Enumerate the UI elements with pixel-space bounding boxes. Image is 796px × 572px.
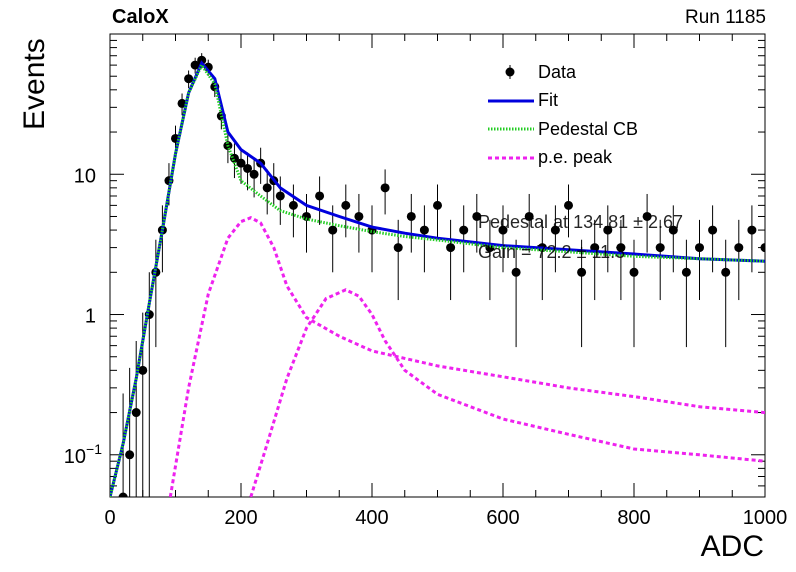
data-point	[446, 243, 456, 253]
x-axis-label: ADC	[700, 530, 764, 563]
data-point	[190, 60, 200, 70]
data-point	[564, 200, 573, 210]
series-line-p-e-peak	[168, 216, 765, 497]
data-point	[603, 225, 613, 235]
data-point	[118, 492, 128, 497]
data-point	[315, 191, 325, 201]
experiment-label: CaloX	[112, 6, 169, 28]
data-point	[498, 225, 508, 235]
y-tick-label: 1	[85, 306, 96, 328]
data-point	[695, 243, 704, 253]
legend-label: p.e. peak	[538, 147, 613, 168]
data-point	[288, 200, 298, 210]
plot-frame	[109, 33, 766, 498]
data-point	[177, 98, 187, 108]
fit-annotation-pedestal: Pedestal at 134.81 ± 2.67	[478, 212, 684, 232]
x-tick-label: 1000	[743, 507, 788, 529]
legend-item-fit: Fit	[484, 87, 638, 116]
plot-area	[110, 53, 765, 497]
run-label: Run 1185	[685, 7, 766, 28]
data-point	[616, 243, 626, 253]
legend-line-icon	[484, 94, 536, 108]
legend-label: Pedestal CB	[538, 118, 639, 139]
legend-dotted-line-icon	[484, 122, 536, 136]
data-point	[550, 225, 560, 235]
data-point	[668, 225, 678, 235]
data-point	[433, 200, 442, 210]
data-point	[721, 267, 731, 277]
data-point	[734, 243, 744, 253]
data-point	[341, 200, 351, 210]
data-point	[511, 267, 521, 277]
series-line-p-e-peak	[249, 288, 765, 497]
legend-item-pe-peak: p.e. peak	[484, 144, 638, 173]
data-point	[419, 225, 429, 235]
data-point	[681, 267, 691, 277]
x-tick-label: 0	[104, 507, 115, 529]
data-point	[577, 267, 587, 277]
fit-annotation-gain: Gain = 72.2 ± 11.3	[478, 242, 626, 262]
data-point	[275, 191, 285, 201]
legend-dashed-line-icon	[484, 151, 536, 165]
data-point	[380, 183, 390, 193]
y-axis-label: Events	[18, 38, 51, 130]
data-point	[328, 225, 338, 235]
legend-label: Data	[538, 61, 577, 82]
data-point	[125, 450, 135, 460]
data-point	[197, 55, 207, 65]
data-point	[262, 183, 272, 193]
legend: Data Fit Pedestal CB p.e. peak	[484, 58, 638, 172]
data-point	[243, 163, 253, 173]
data-point	[760, 243, 765, 253]
data-point	[249, 169, 259, 179]
legend-item-pedestal: Pedestal CB	[484, 115, 638, 144]
x-tick-label: 800	[617, 507, 650, 529]
data-point	[354, 211, 364, 221]
data-point	[642, 211, 652, 221]
x-tick-label: 200	[224, 507, 257, 529]
legend-label: Fit	[538, 90, 558, 111]
data-point	[708, 225, 718, 235]
y-tick-label: 10	[74, 165, 96, 187]
data-point	[393, 243, 403, 253]
data-point	[138, 365, 148, 375]
x-tick-label: 400	[355, 507, 388, 529]
data-point	[747, 225, 757, 235]
legend-item-data: Data	[484, 58, 638, 87]
data-point	[524, 211, 534, 221]
series-line-pedestal-cb	[110, 62, 765, 497]
data-point	[472, 211, 482, 221]
data-point	[459, 225, 469, 235]
legend-marker-icon	[484, 65, 536, 80]
y-tick-label: 10−1	[64, 441, 102, 468]
data-point	[406, 211, 416, 221]
data-point	[655, 243, 665, 253]
data-point	[184, 74, 194, 84]
data-point	[131, 408, 141, 418]
series-line-fit	[110, 60, 765, 497]
x-tick-label: 600	[486, 507, 519, 529]
data-point	[236, 158, 246, 168]
data-point	[629, 267, 639, 277]
